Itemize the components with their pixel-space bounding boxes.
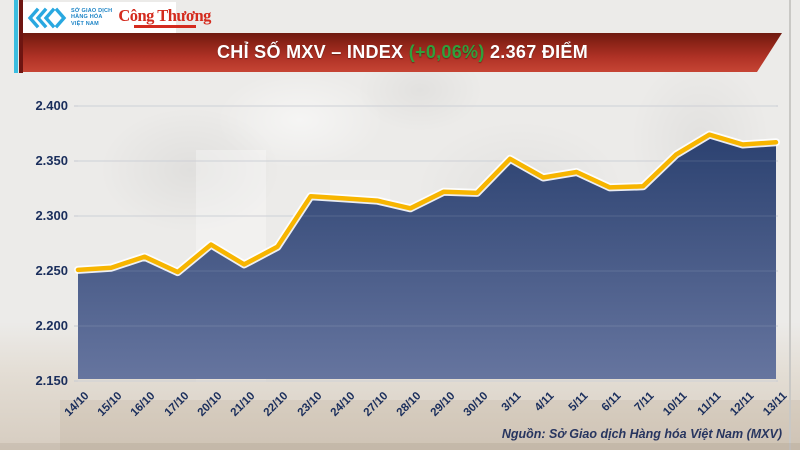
chart-title: CHỈ SỐ MXV – INDEX (+0,06%) 2.367 ĐIỂM — [217, 42, 588, 63]
mxv-org-line: SỞ GIAO DỊCH — [71, 7, 113, 14]
logo-plate: SỞ GIAO DỊCH HÀNG HÓA VIỆT NAM Công Thươ… — [23, 2, 211, 33]
cong-thuong-wordmark: Công Thương — [118, 6, 211, 26]
cong-thuong-underline — [133, 25, 196, 28]
mxv-logo-icon — [27, 7, 67, 28]
mxv-org-line: VIỆT NAM — [71, 20, 99, 27]
index-line — [75, 132, 779, 275]
source-attribution: Nguồn: Sở Giao dịch Hàng hóa Việt Nam (M… — [501, 427, 782, 441]
area-fill — [78, 134, 776, 379]
y-tick-label: 2.250 — [35, 263, 68, 278]
accent-stripe-cyan — [14, 0, 18, 73]
accent-stripe-maroon — [19, 0, 23, 73]
mxv-org-name: SỞ GIAO DỊCH HÀNG HÓA VIỆT NAM — [71, 8, 112, 28]
title-index-value: 2.367 ĐIỂM — [489, 42, 589, 62]
y-tick-label: 2.300 — [35, 208, 68, 223]
title-index-name: CHỈ SỐ MXV – INDEX — [216, 42, 404, 62]
y-tick-label: 2.200 — [35, 318, 68, 333]
cong-thuong-logo: Công Thương — [118, 7, 211, 28]
bottom-edge-shade — [0, 443, 800, 450]
y-tick-label: 2.150 — [35, 373, 68, 388]
chart-title-banner: CHỈ SỐ MXV – INDEX (+0,06%) 2.367 ĐIỂM — [23, 33, 782, 72]
y-tick-label: 2.400 — [35, 98, 68, 113]
right-edge-border — [789, 0, 791, 450]
mxv-org-line: HÀNG HÓA — [71, 14, 103, 21]
title-change-percent: (+0,06%) — [408, 42, 485, 62]
y-tick-label: 2.350 — [35, 153, 68, 168]
commodity-photo-strip-shade — [60, 400, 800, 450]
